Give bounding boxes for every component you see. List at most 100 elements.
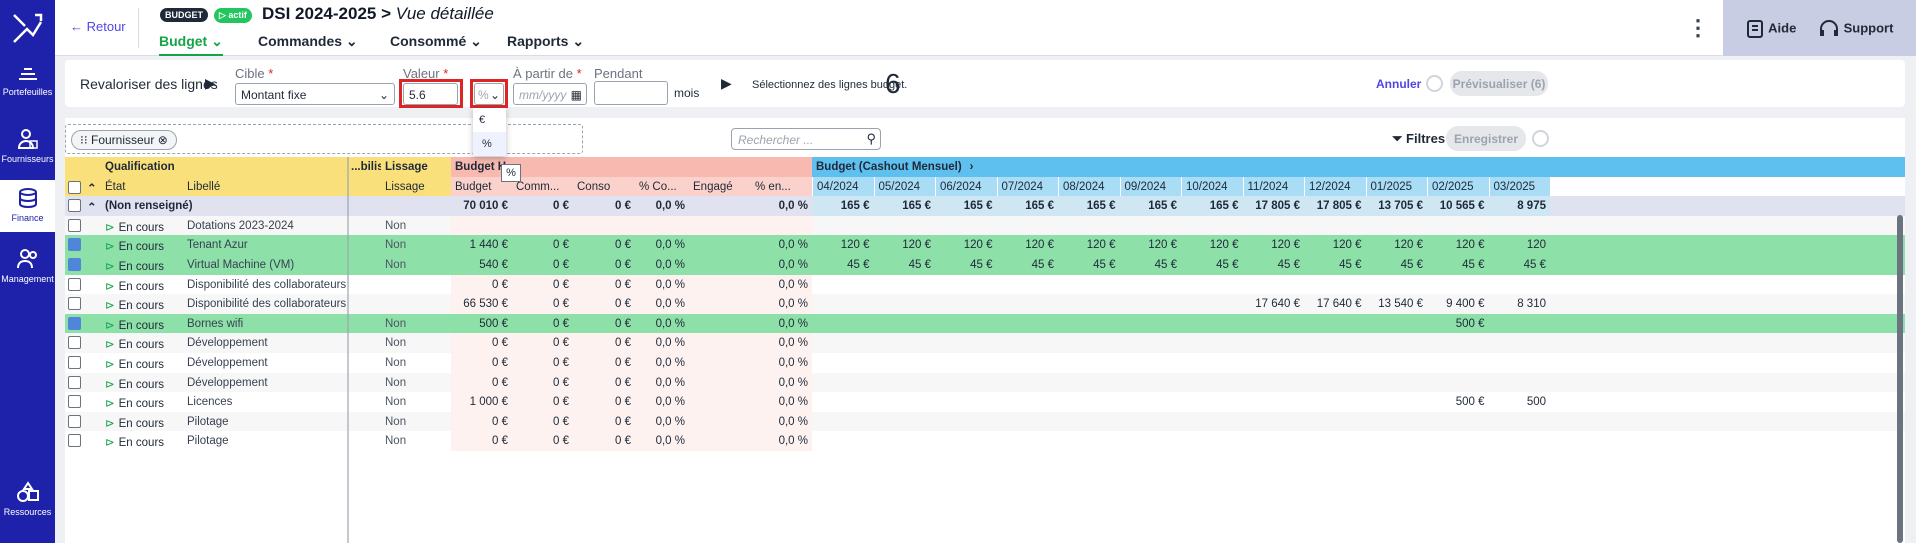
table-row[interactable]: ⊳ En cours Développement Non 0 €0 €0 €0,0 % 0…: [65, 353, 1905, 373]
row-label[interactable]: Développement: [187, 357, 268, 369]
close-icon[interactable]: ⊗: [157, 133, 168, 147]
table-row[interactable]: ⊳ En cours Disponibilité des collaborateur…: [65, 294, 1905, 314]
row-label[interactable]: Disponibilité des collaborateurs e...: [187, 298, 347, 311]
tab-rapports[interactable]: Rapports ⌄: [507, 33, 585, 49]
row-label[interactable]: Pilotage: [187, 435, 229, 448]
row-checkbox[interactable]: [68, 258, 81, 271]
support-button[interactable]: Support: [1818, 19, 1893, 39]
column-header-eng[interactable]: Engagé: [689, 176, 751, 197]
column-header-month[interactable]: 07/2024: [996, 176, 1058, 197]
column-header-pctco[interactable]: % Co...: [635, 176, 689, 197]
group-checkbox[interactable]: [68, 199, 81, 213]
column-header-bud[interactable]: Budget: [451, 176, 512, 197]
more-options-icon[interactable]: ⋮: [1687, 15, 1709, 40]
play-icon[interactable]: ▶: [205, 75, 216, 91]
drag-handle-icon[interactable]: ⁝⁝: [80, 133, 88, 147]
table-row[interactable]: ⊳ En cours Virtual Machine (VM) Non 540 € 0 €…: [65, 255, 1905, 275]
row-label[interactable]: Pilotage: [187, 415, 229, 428]
app-logo-icon[interactable]: [11, 12, 44, 45]
row-label[interactable]: Licences: [187, 396, 233, 409]
target-select[interactable]: Montant fixe ⌄: [235, 83, 395, 105]
row-label[interactable]: Tenant Azur: [187, 239, 248, 252]
preview-button[interactable]: Prévisualiser (6): [1450, 71, 1548, 96]
tab-commandes[interactable]: Commandes ⌄: [258, 33, 358, 49]
chevron-right-icon[interactable]: ›: [969, 161, 974, 173]
row-checkbox[interactable]: [68, 336, 81, 350]
table-row[interactable]: ⊳ En cours Bornes wifi Non 500 € 0 € 0 € 0,0 % 0…: [65, 313, 1905, 334]
during-input[interactable]: [594, 81, 668, 105]
sidebar-item-ressources[interactable]: Ressources: [0, 481, 55, 517]
table-row[interactable]: ⊳ En cours Développement Non 0 €0 €0 €0,0 % 0…: [65, 333, 1905, 353]
column-header-month[interactable]: 05/2024: [873, 176, 935, 197]
help-button[interactable]: Aide: [1745, 19, 1796, 39]
column-header-month[interactable]: 03/2025: [1488, 176, 1550, 197]
row-label[interactable]: Virtual Machine (VM): [187, 259, 295, 271]
row-label[interactable]: Dotations 2023-2024: [187, 219, 294, 232]
row-checkbox[interactable]: [68, 316, 81, 330]
sidebar-item-finance[interactable]: Finance: [0, 180, 55, 232]
save-button[interactable]: Enregistrer: [1446, 126, 1526, 151]
row-checkbox[interactable]: [68, 297, 81, 311]
row-checkbox[interactable]: [68, 414, 81, 428]
column-header-comm[interactable]: Comm...: [512, 176, 573, 197]
column-header-month[interactable]: 11/2024: [1242, 176, 1304, 197]
row-checkbox[interactable]: [68, 277, 81, 291]
row-label[interactable]: Bornes wifi: [187, 317, 244, 330]
row-checkbox[interactable]: [68, 395, 81, 409]
search-icon[interactable]: ⚲: [866, 131, 876, 146]
collapse-all-icon[interactable]: ⌃: [87, 182, 97, 195]
sidebar-item-portefeuilles[interactable]: Portefeuilles: [0, 63, 55, 97]
row-checkbox[interactable]: [68, 434, 81, 448]
row-label[interactable]: Développement: [187, 337, 268, 350]
column-header-lib[interactable]: Libellé: [183, 176, 347, 197]
sidebar-item-fournisseurs[interactable]: Fournisseurs: [0, 128, 55, 164]
refresh-icon[interactable]: [1426, 75, 1443, 92]
column-header-conso[interactable]: Conso: [573, 176, 635, 197]
select-all-checkbox[interactable]: [68, 180, 81, 194]
column-header-etat[interactable]: État: [101, 176, 183, 197]
cancel-button[interactable]: Annuler: [1376, 77, 1422, 91]
play-icon-2[interactable]: ▶: [721, 75, 732, 91]
row-checkbox[interactable]: [68, 375, 81, 389]
table-row[interactable]: ⊳ En cours Dotations 2023-2024 Non: [65, 215, 1905, 236]
column-header-month[interactable]: 04/2024: [812, 176, 874, 197]
table-row[interactable]: ⊳ En cours Disponibilité des collaborateur…: [65, 274, 1905, 295]
table-row[interactable]: ⊳ En cours Licences Non 1 000 €0 €0 €0,0 % 0,…: [65, 392, 1905, 412]
from-date-input[interactable]: mm/yyyy ▦: [513, 83, 587, 105]
column-header-immo[interactable]: [347, 176, 381, 197]
column-header-month[interactable]: 12/2024: [1304, 176, 1366, 197]
value-input[interactable]: 5.6: [403, 83, 458, 105]
collapse-icon[interactable]: ⌃: [87, 202, 97, 215]
column-header-liss[interactable]: Lissage: [381, 176, 451, 197]
table-row[interactable]: ⊳ En cours Tenant Azur Non 1 440 € 0 € 0 € 0,0 …: [65, 235, 1905, 255]
group-row[interactable]: ⌃ (Non renseigné) 70 010 € 0 € 0 € 0,0 % 0,0 %…: [65, 196, 1905, 216]
row-label[interactable]: Développement: [187, 376, 268, 389]
calendar-icon[interactable]: ▦: [570, 88, 582, 102]
column-header-month[interactable]: 01/2025: [1365, 176, 1427, 197]
tab-consomme[interactable]: Consommé ⌄: [390, 33, 482, 49]
unit-select[interactable]: % ⌄: [474, 83, 504, 105]
sidebar-item-management[interactable]: Management: [0, 248, 55, 284]
unit-option-percent[interactable]: %: [473, 132, 506, 156]
row-label[interactable]: Disponibilité des collaborateurs i...: [187, 278, 347, 291]
column-header-month[interactable]: 09/2024: [1119, 176, 1181, 197]
column-header-month[interactable]: 08/2024: [1058, 176, 1120, 197]
group-chip[interactable]: ⁝⁝ Fournisseur ⊗: [71, 130, 177, 150]
table-row[interactable]: ⊳ En cours Pilotage Non 0 €0 €0 €0,0 % 0,0 %: [65, 411, 1905, 432]
row-checkbox[interactable]: [68, 238, 81, 252]
unit-option-euro[interactable]: €: [479, 114, 486, 126]
column-header-month[interactable]: 10/2024: [1181, 176, 1243, 197]
vertical-scrollbar[interactable]: [1897, 215, 1903, 543]
search-input[interactable]: Rechercher ... ⚲: [731, 128, 881, 150]
table-row[interactable]: ⊳ En cours Développement Non 0 €0 €0 €0,0 % 0…: [65, 372, 1905, 393]
column-header-month[interactable]: 02/2025: [1427, 176, 1489, 197]
row-checkbox[interactable]: [68, 218, 81, 232]
tab-budget[interactable]: Budget ⌄: [159, 33, 223, 56]
filters-button[interactable]: ⏷ Filtres: [1392, 131, 1445, 147]
column-header-month[interactable]: 06/2024: [935, 176, 997, 197]
table-row[interactable]: ⊳ En cours Pilotage Non 0 €0 €0 €0,0 % 0,0 %: [65, 431, 1905, 451]
column-header-pcten[interactable]: % en...: [751, 176, 812, 197]
row-checkbox[interactable]: [68, 356, 81, 369]
reset-icon[interactable]: [1532, 130, 1549, 147]
back-link[interactable]: ← Retour: [70, 19, 126, 34]
